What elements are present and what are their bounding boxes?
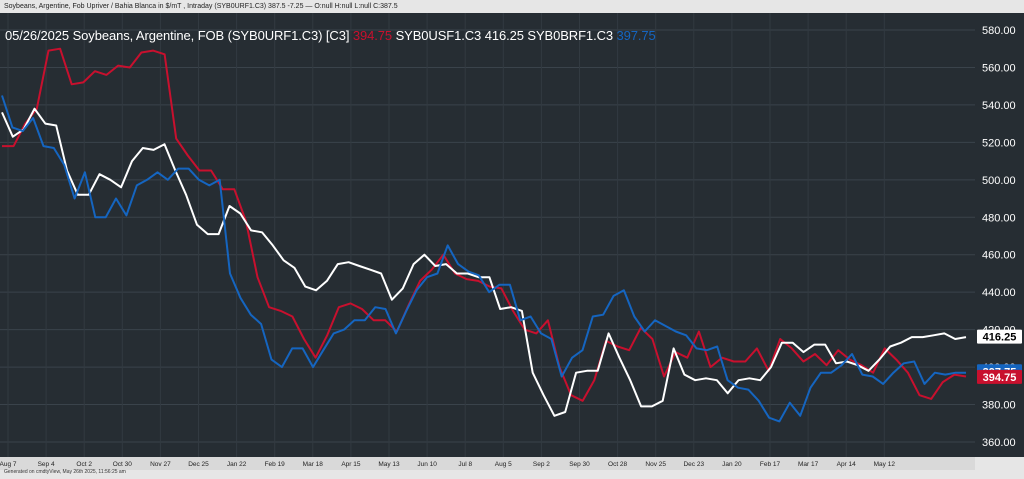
footer-text: Generated on cmdtyView, May 26th 2025, 1…	[4, 469, 126, 475]
legend-white-value: 416.25	[484, 28, 524, 43]
x-tick-label: May 13	[378, 461, 400, 468]
last-value-tag: 416.25	[977, 329, 1022, 344]
x-tick-label: Aug 7	[0, 461, 17, 468]
x-tick-label: Jul 8	[458, 461, 472, 468]
x-tick-label: Oct 28	[608, 461, 628, 468]
gridlines	[0, 13, 975, 457]
y-tick-label: 380.00	[982, 400, 1016, 412]
legend-title: Soybeans, Argentine, FOB (SYB0URF1.C3) […	[72, 28, 350, 43]
last-value-label: 416.25	[983, 332, 1017, 344]
x-tick-label: Dec 25	[188, 461, 209, 468]
x-tick-label: Oct 2	[76, 461, 92, 468]
last-value-label: 394.75	[983, 372, 1017, 384]
x-tick-label: Sep 2	[533, 461, 550, 468]
price-chart[interactable]	[0, 13, 1024, 457]
series-line-SYB0BRF1.C3	[1, 95, 966, 423]
x-tick-label: Apr 15	[341, 461, 361, 468]
x-tick-label: Jan 22	[227, 461, 247, 468]
y-tick-label: 540.00	[982, 100, 1016, 112]
series-lines	[1, 47, 967, 423]
x-axis-panel[interactable]: Aug 7 Sep 4 Oct 2 Oct 30 Nov 27 Dec 25 Jan 22 F…	[0, 457, 975, 470]
y-axis: 360.00380.00400.00420.00440.00460.00480.…	[977, 25, 1022, 449]
x-axis: Aug 7 Sep 4 Oct 2 Oct 30 Nov 27 Dec 25 Jan 22 F…	[0, 461, 896, 468]
y-tick-label: 460.00	[982, 250, 1016, 262]
x-tick-label: Feb 19	[265, 461, 286, 468]
series-line-SYB0USF1.C3	[1, 107, 967, 417]
x-tick-label: Aug 5	[495, 461, 512, 468]
x-tick-label: Apr 14	[837, 461, 857, 468]
chart-header-text: Soybeans, Argentine, Fob Upriver / Bahia…	[0, 0, 1024, 13]
y-tick-label: 560.00	[982, 62, 1016, 74]
x-tick-label: Sep 30	[569, 461, 590, 468]
y-tick-label: 440.00	[982, 287, 1016, 299]
legend-white-label: SYB0USF1.C3	[395, 28, 482, 43]
y-tick-label: 480.00	[982, 212, 1016, 224]
x-tick-label: May 12	[874, 461, 896, 468]
x-tick-label: Mar 17	[798, 461, 819, 468]
x-tick-label: Feb 17	[760, 461, 781, 468]
plot-area[interactable]: 05/26/2025 Soybeans, Argentine, FOB (SYB…	[0, 13, 975, 457]
chart-legend: 05/26/2025 Soybeans, Argentine, FOB (SYB…	[5, 28, 656, 43]
y-tick-label: 500.00	[982, 175, 1016, 187]
y-tick-label: 360.00	[982, 437, 1016, 449]
x-tick-label: Jun 10	[417, 461, 437, 468]
y-axis-panel[interactable]: 360.00380.00400.00420.00440.00460.00480.…	[975, 13, 1024, 457]
legend-date: 05/26/2025	[5, 28, 70, 43]
x-tick-label: Nov 27	[150, 461, 171, 468]
x-tick-label: Jan 20	[722, 461, 742, 468]
x-tick-label: Mar 18	[303, 461, 324, 468]
x-tick-label: Nov 25	[645, 461, 666, 468]
x-tick-label: Oct 30	[113, 461, 133, 468]
legend-blue-label: SYB0BRF1.C3	[527, 28, 613, 43]
last-value-tag: 394.75	[977, 369, 1022, 384]
y-tick-label: 580.00	[982, 25, 1016, 37]
series-line-SYB0URF1.C3	[2, 47, 967, 402]
legend-blue-value: 397.75	[616, 28, 656, 43]
x-tick-label: Sep 4	[38, 461, 55, 468]
legend-red-value: 394.75	[352, 28, 393, 43]
y-tick-label: 520.00	[982, 137, 1016, 149]
x-tick-label: Dec 23	[683, 461, 704, 468]
